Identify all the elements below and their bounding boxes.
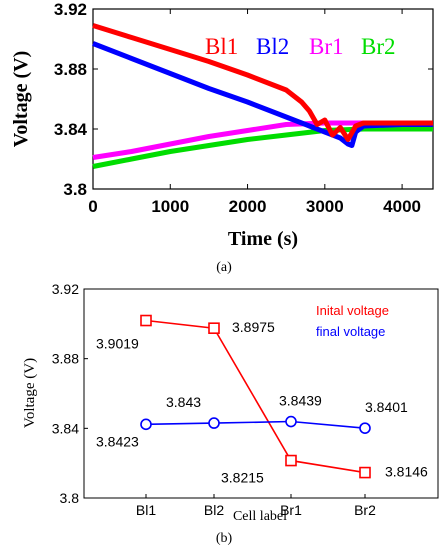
legend-entry-final: final voltage [316, 324, 385, 339]
data-label: 3.8401 [365, 399, 408, 415]
x-axis-a: 0 1000 2000 3000 4000 [88, 9, 421, 216]
legend-a: Bl1 Bl2 Br1 Br2 [205, 34, 396, 59]
y-tick-label-a: 3.84 [54, 120, 88, 139]
legend-b: Inital voltage final voltage [316, 303, 389, 339]
panel-label-a: (a) [216, 260, 232, 275]
y-axis-b: 3.8 3.84 3.88 3.92 [52, 281, 88, 506]
series-line-bl2 [92, 41, 433, 148]
marker-final [285, 415, 297, 428]
data-labels-b: 3.9019 3.8975 3.8215 3.8146 3.8423 3.843 3.843… [96, 319, 428, 485]
data-label: 3.8146 [385, 464, 428, 480]
data-label: 3.843 [166, 394, 201, 410]
x-tick-label-a: 4000 [383, 197, 421, 216]
y-axis-label-b: Voltage (V) [22, 358, 38, 428]
series-line-bl1 [92, 23, 433, 142]
series-line-initial [145, 319, 366, 474]
data-label: 3.8423 [96, 433, 139, 449]
marker-final [208, 417, 220, 429]
legend-entry-br2: Br2 [361, 34, 396, 59]
series-line-br2 [92, 126, 433, 169]
y-tick-label-b: 3.92 [52, 281, 79, 297]
legend-entry-bl2: Bl2 [256, 34, 289, 59]
y-tick-label-a: 3.88 [54, 60, 87, 79]
x-tick-label-b: Bl1 [136, 502, 156, 518]
marker-final [140, 418, 152, 431]
x-tick-label-b: Br2 [354, 502, 376, 518]
data-label: 3.8439 [279, 393, 322, 409]
marker-initial [285, 454, 297, 467]
panel-label-b: (b) [216, 531, 233, 546]
x-axis-label-a: Time (s) [228, 228, 298, 250]
x-tick-label-b: Br1 [280, 502, 302, 518]
legend-entry-br1: Br1 [309, 34, 344, 59]
y-axis-label-a: Voltage (V) [10, 51, 32, 147]
x-tick-label-a: 3000 [306, 197, 344, 216]
series-b [140, 314, 371, 479]
data-label: 3.8975 [232, 319, 275, 335]
legend-entry-initial: Inital voltage [316, 303, 389, 318]
series-a [92, 23, 433, 169]
x-tick-label-a: 2000 [229, 197, 267, 216]
marker-initial [359, 466, 371, 479]
series-line-final [145, 420, 366, 429]
x-axis-b: Bl1 Bl2 Br1 Br2 [136, 494, 376, 518]
x-tick-label-b: Bl2 [204, 502, 224, 518]
panel-b: 3.8 3.84 3.88 3.92 Bl1 Bl2 Br1 Br2 3.9019 3.897… [22, 281, 439, 546]
marker-initial [208, 322, 220, 334]
x-tick-label-a: 0 [88, 197, 97, 216]
y-tick-label-b: 3.88 [52, 351, 79, 367]
plot-a-frame [92, 8, 434, 190]
y-axis-a: 3.8 3.84 3.88 3.92 [54, 0, 433, 199]
legend-entry-bl1: Bl1 [205, 34, 238, 59]
y-tick-label-b: 3.84 [52, 420, 79, 436]
y-tick-label-b: 3.8 [60, 490, 80, 506]
data-label: 3.9019 [96, 336, 139, 352]
y-tick-label-a: 3.8 [63, 180, 87, 199]
marker-final [359, 422, 371, 434]
x-tick-label-a: 1000 [151, 197, 189, 216]
x-axis-label-b: Cell label [233, 509, 287, 524]
data-label: 3.8215 [221, 470, 264, 486]
panel-a: 3.8 3.84 3.88 3.92 0 1000 2000 3000 4000 Bl1 Bl2… [10, 0, 434, 275]
y-tick-label-a: 3.92 [54, 0, 87, 19]
marker-initial [140, 314, 152, 327]
